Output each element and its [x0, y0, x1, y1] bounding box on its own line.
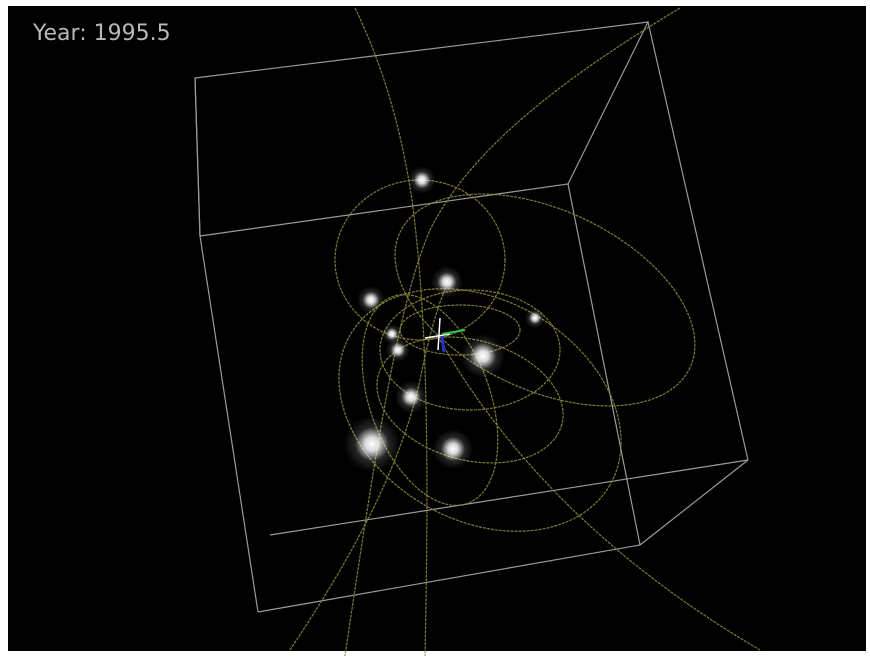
axis-green — [441, 329, 466, 335]
orbit — [338, 288, 622, 532]
scene-background — [8, 6, 866, 651]
star — [408, 166, 436, 194]
axis-x — [424, 333, 451, 339]
star — [431, 266, 463, 298]
star — [386, 338, 410, 362]
cube-edge — [567, 183, 641, 546]
cube-edge — [199, 235, 259, 613]
cube-edge — [269, 459, 749, 536]
star — [357, 286, 385, 314]
star — [395, 381, 427, 413]
orbits — [289, 7, 761, 656]
cube-edge — [194, 77, 201, 237]
stars — [344, 166, 545, 472]
orbit — [394, 193, 696, 407]
orbit — [379, 289, 561, 411]
cube-edge — [639, 459, 749, 546]
orbit — [344, 7, 681, 656]
center-axes — [424, 317, 466, 353]
cube-edge — [647, 21, 749, 461]
star — [344, 416, 400, 472]
axis-y — [437, 317, 441, 351]
year-label: Year: 1995.5 — [32, 21, 171, 46]
orbit — [289, 289, 446, 651]
star — [461, 334, 505, 378]
star — [433, 429, 473, 469]
axis-blue — [440, 335, 446, 353]
orbit — [439, 339, 761, 651]
orbit — [354, 7, 428, 656]
star — [525, 308, 545, 328]
